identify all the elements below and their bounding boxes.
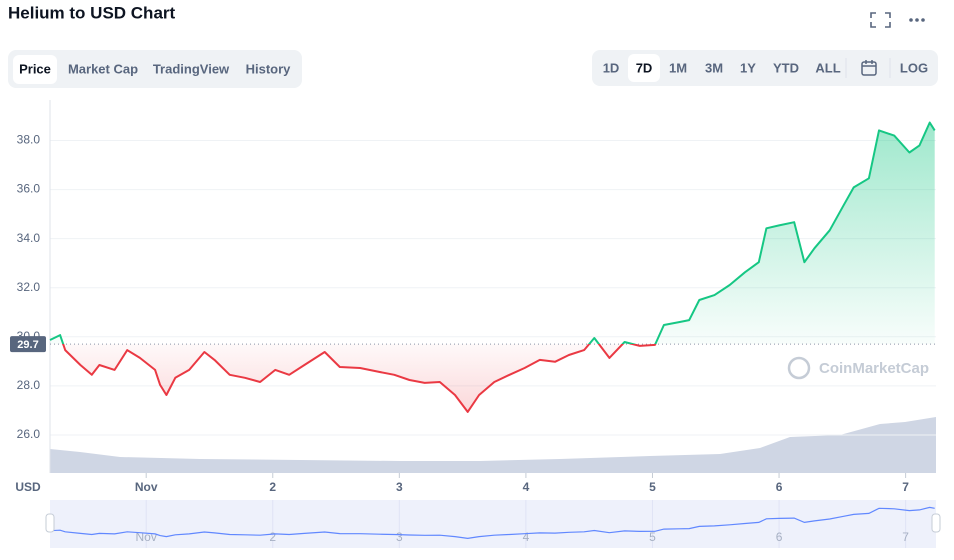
range-button[interactable]: ALL <box>815 60 840 75</box>
range-active-bg[interactable] <box>628 54 660 82</box>
watermark: CoinMarketCap <box>787 356 929 380</box>
baseline-label: 29.7 <box>17 339 38 351</box>
range-button[interactable]: 7D <box>636 60 653 75</box>
log-button[interactable]: LOG <box>900 60 928 75</box>
dot[interactable] <box>921 18 925 22</box>
navigator-line <box>49 506 935 540</box>
tab-bar <box>8 50 302 88</box>
calendar-glyph[interactable] <box>861 61 877 76</box>
y-tick-label: 28.0 <box>17 378 41 392</box>
y-tick-label: 32.0 <box>17 280 41 294</box>
tab-active-bg[interactable] <box>13 55 57 84</box>
navigator-tick-label: 7 <box>902 530 909 544</box>
range-button[interactable]: YTD <box>773 60 799 75</box>
range-button[interactable]: 1D <box>603 60 620 75</box>
x-tick-label: 4 <box>523 480 530 494</box>
navigator-handle[interactable] <box>45 513 55 533</box>
x-tick-label: 5 <box>649 480 656 494</box>
navigator[interactable] <box>50 500 936 548</box>
fullscreen-glyph[interactable] <box>870 12 891 28</box>
tab[interactable]: TradingView <box>153 61 230 76</box>
tab[interactable]: History <box>246 61 292 76</box>
navigator-tick-label: 4 <box>523 530 530 544</box>
price-line <box>49 121 936 413</box>
y-tick-label: 38.0 <box>17 133 41 147</box>
page-title: Helium to USD Chart <box>8 3 176 22</box>
y-tick-label: 36.0 <box>17 182 41 196</box>
range-bar <box>592 50 938 86</box>
fullscreen-icon[interactable] <box>870 12 891 28</box>
navigator-handle[interactable] <box>931 513 941 533</box>
x-tick-label: 6 <box>776 480 783 494</box>
tab[interactable]: Market Cap <box>68 61 138 76</box>
watermark-logo <box>787 356 811 380</box>
navigator-tick-label: 6 <box>776 530 783 544</box>
range-button[interactable]: 3M <box>705 60 723 75</box>
dot[interactable] <box>915 18 919 22</box>
y-tick-label: 34.0 <box>17 231 41 245</box>
navigator-tick-label: 2 <box>269 530 276 544</box>
dot[interactable] <box>909 18 913 22</box>
navigator-tick-label: 5 <box>649 530 656 544</box>
tab[interactable]: Price <box>19 61 51 76</box>
calendar-icon[interactable] <box>861 60 877 76</box>
range-button[interactable]: 1Y <box>740 60 756 75</box>
calendar-glyph[interactable] <box>862 60 876 67</box>
range-button[interactable]: 1M <box>669 60 687 75</box>
x-tick-label: 7 <box>902 480 909 494</box>
y-tick-label: 26.0 <box>17 427 41 441</box>
x-axis-label: USD <box>15 480 41 494</box>
watermark-text: CoinMarketCap <box>819 360 929 377</box>
x-tick-label: 3 <box>396 480 403 494</box>
baseline-label-bg <box>10 336 46 353</box>
more-icon[interactable] <box>909 18 925 22</box>
x-tick-label: Nov <box>135 480 158 494</box>
price-area <box>50 122 935 412</box>
volume-area <box>50 417 936 473</box>
navigator-tick-label: 3 <box>396 530 403 544</box>
x-tick-label: 2 <box>269 480 276 494</box>
